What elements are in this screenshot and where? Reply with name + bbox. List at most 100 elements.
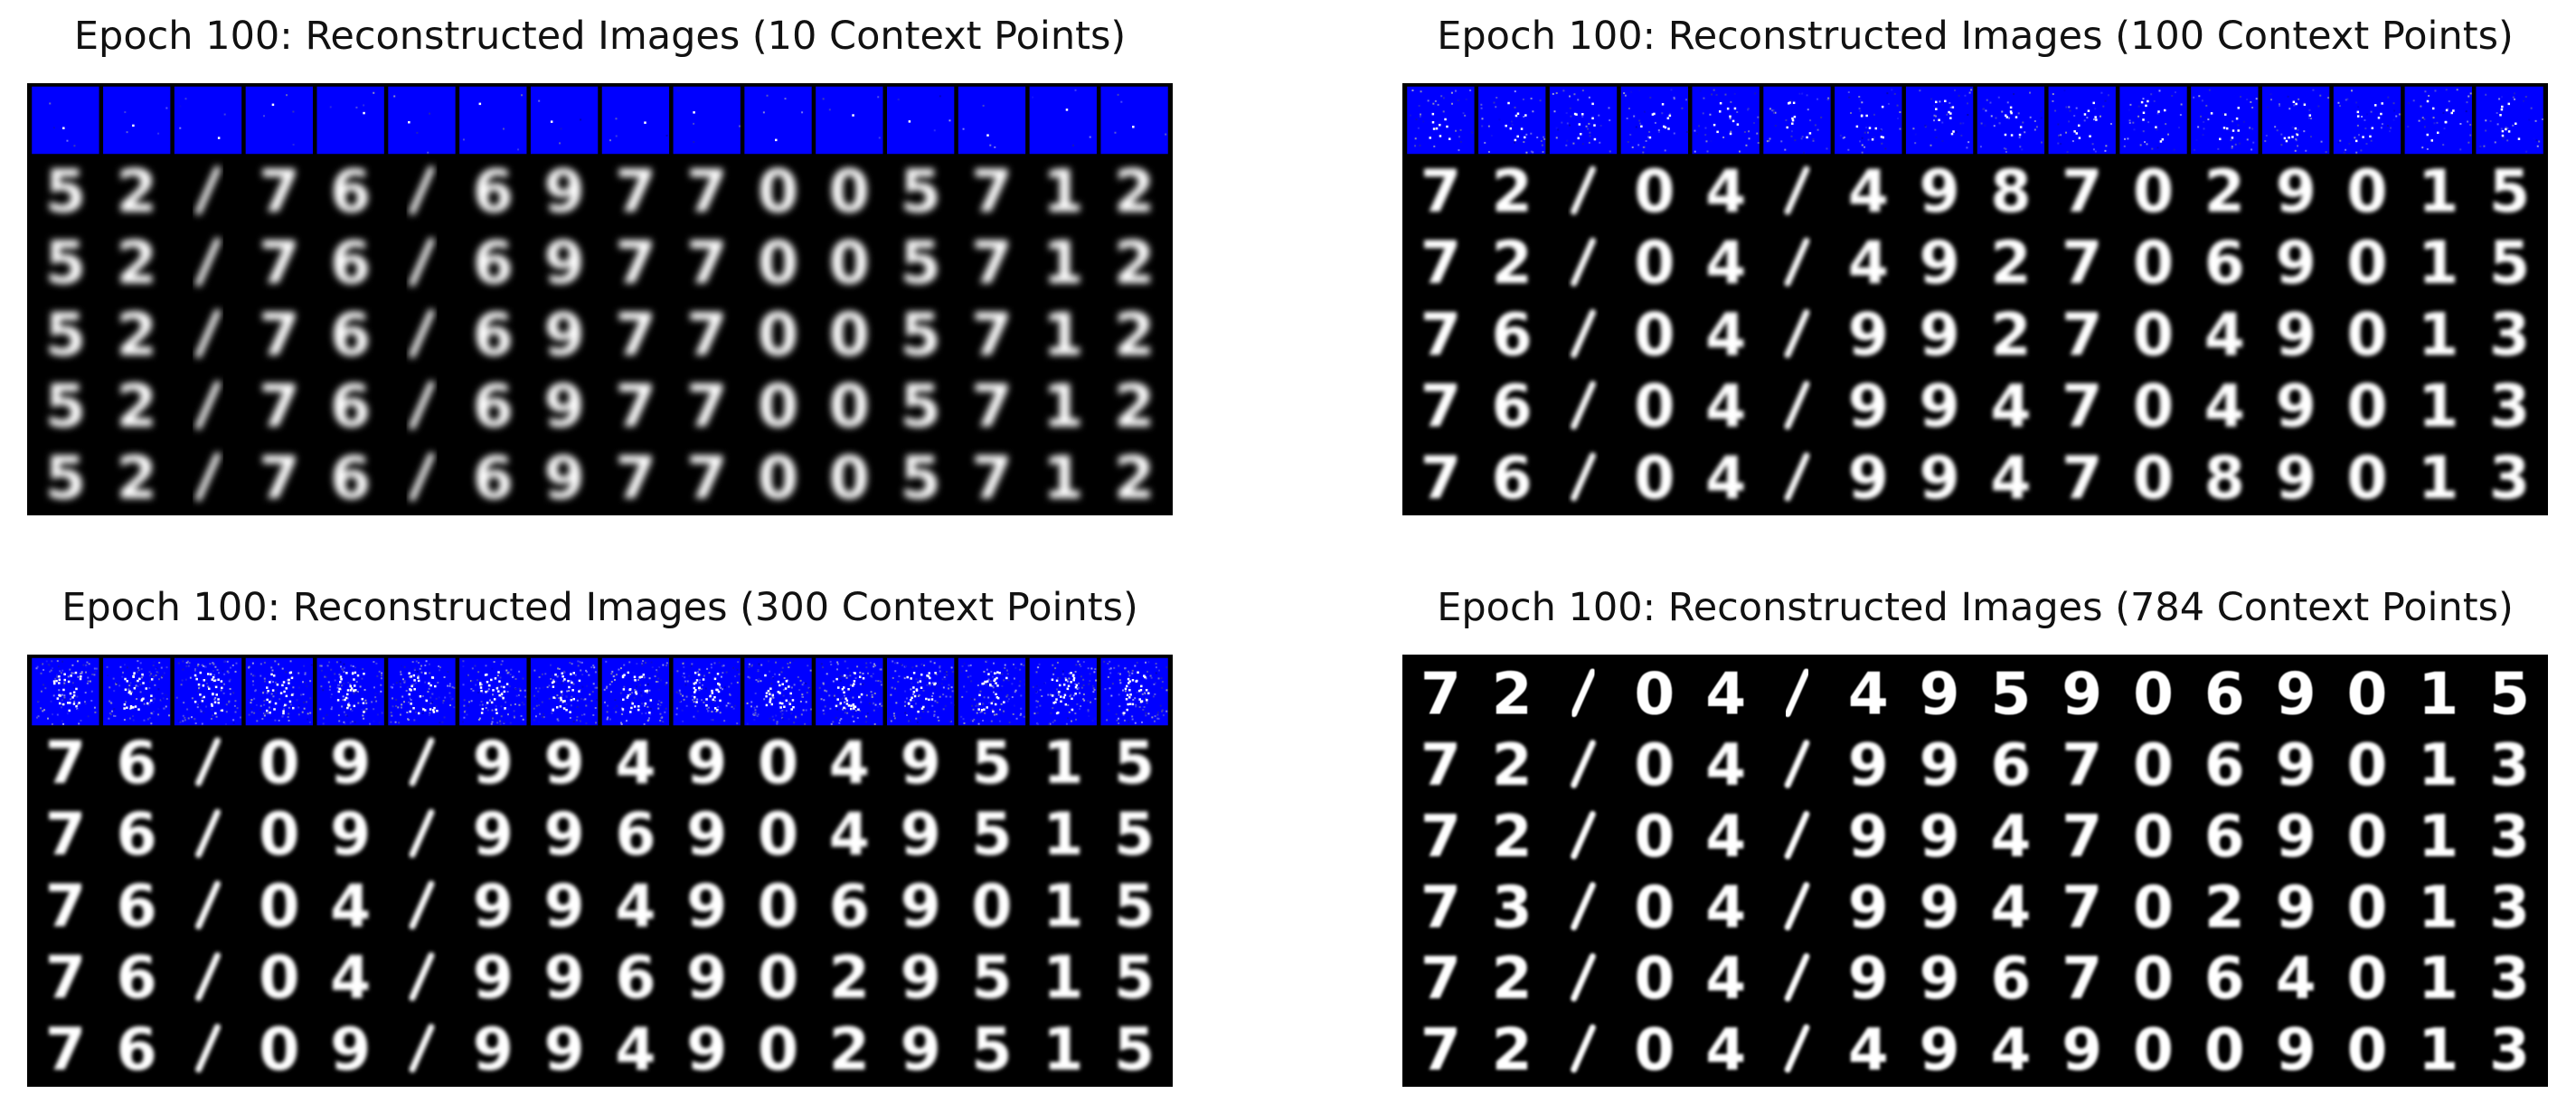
context-pixel <box>1150 676 1153 679</box>
context-pixel <box>1861 151 1864 154</box>
context-pixel <box>504 707 506 710</box>
context-pixel <box>353 689 355 693</box>
context-pixel <box>929 660 932 663</box>
context-pixel <box>802 695 805 698</box>
context-pixel <box>2430 139 2434 142</box>
context-pixel <box>263 115 266 118</box>
context-pixel <box>263 700 266 703</box>
context-cell <box>529 86 599 156</box>
context-pixel <box>710 663 712 665</box>
context-pixel <box>754 692 757 694</box>
context-pixel <box>137 708 140 711</box>
context-pixel <box>302 693 305 696</box>
context-pixel <box>502 698 505 701</box>
context-pixel <box>2251 127 2254 130</box>
context-pixel <box>806 692 808 694</box>
context-pixel <box>820 698 823 701</box>
context-pixel <box>1109 672 1112 674</box>
context-pixel <box>61 720 63 722</box>
context-pixel <box>73 699 76 702</box>
context-pixel <box>134 705 137 708</box>
context-pixel <box>61 693 63 696</box>
context-pixel <box>197 683 201 686</box>
context-pixel <box>592 683 595 685</box>
context-pixel <box>1427 99 1430 102</box>
context-pixel <box>854 677 857 680</box>
context-pixel <box>1938 118 1940 122</box>
context-pixel <box>1724 93 1727 96</box>
context-pixel <box>2308 108 2311 111</box>
context-pixel <box>2073 115 2076 118</box>
context-pixel <box>581 685 584 688</box>
context-pixel <box>556 675 559 678</box>
digit-glyph: 7 <box>2062 945 2102 1013</box>
context-pixel <box>51 722 53 725</box>
context-pixel <box>620 722 623 724</box>
context-pixel <box>1738 150 1741 153</box>
context-pixel <box>659 704 662 707</box>
context-pixel <box>152 711 155 713</box>
context-pixel <box>2479 145 2482 147</box>
context-pixel <box>2250 148 2253 151</box>
context-pixel <box>400 685 402 688</box>
context-pixel <box>301 711 304 713</box>
context-pixel <box>917 681 920 684</box>
context-pixel <box>286 703 288 706</box>
context-pixel <box>892 712 895 715</box>
context-pixel <box>935 673 938 675</box>
context-pixel <box>2024 131 2026 134</box>
context-pixel <box>1080 686 1083 689</box>
digit-glyph: 9 <box>2276 661 2317 729</box>
context-pixel <box>1120 100 1123 103</box>
context-pixel <box>352 665 354 667</box>
context-pixel <box>1077 686 1080 689</box>
context-pixel <box>1711 93 1713 96</box>
context-pixel <box>430 676 434 679</box>
context-pixel <box>425 699 429 703</box>
context-pixel <box>421 694 424 697</box>
context-pixel <box>920 677 922 680</box>
context-pixel <box>701 699 703 702</box>
context-pixel <box>274 660 277 663</box>
context-pixel <box>967 675 969 678</box>
context-pixel <box>1071 720 1073 722</box>
context-pixel <box>1541 144 1543 146</box>
context-pixel <box>1128 674 1131 677</box>
context-pixel <box>347 703 350 706</box>
context-pixel <box>1052 664 1054 666</box>
context-pixel <box>288 682 290 684</box>
context-pixel <box>491 667 494 670</box>
context-pixel <box>1067 704 1070 707</box>
digit-glyph: 4 <box>1705 731 1746 799</box>
context-pixel <box>1131 672 1134 674</box>
context-pixel <box>2163 108 2166 112</box>
context-pixel <box>137 684 139 687</box>
context-pixel <box>148 717 151 720</box>
context-pixel <box>1051 694 1054 697</box>
context-pixel <box>644 702 647 705</box>
context-pixel <box>576 699 579 702</box>
context-pixel <box>1816 128 1819 131</box>
context-pixel <box>647 717 650 720</box>
context-pixel <box>836 708 839 711</box>
digit-glyph: 2 <box>1990 301 2031 369</box>
context-pixel <box>656 670 658 673</box>
context-pixel <box>686 680 689 683</box>
context-pixel <box>2356 124 2359 127</box>
context-pixel <box>235 662 238 665</box>
context-pixel <box>919 716 921 719</box>
context-pixel <box>2015 116 2018 118</box>
context-cell <box>316 657 386 727</box>
digit-glyph: 2 <box>1114 158 1155 226</box>
digit-glyph: 6 <box>330 373 371 441</box>
digit-glyph: 4 <box>1705 230 1746 297</box>
context-pixel <box>1955 131 1958 134</box>
context-pixel <box>121 707 124 710</box>
context-pixel <box>2501 103 2504 106</box>
context-pixel <box>226 670 229 673</box>
context-pixel <box>177 720 180 722</box>
context-pixel <box>1980 122 1983 125</box>
context-pixel <box>211 708 213 711</box>
context-pixel <box>1067 684 1071 688</box>
digit-glyph: 9 <box>1848 945 1889 1013</box>
